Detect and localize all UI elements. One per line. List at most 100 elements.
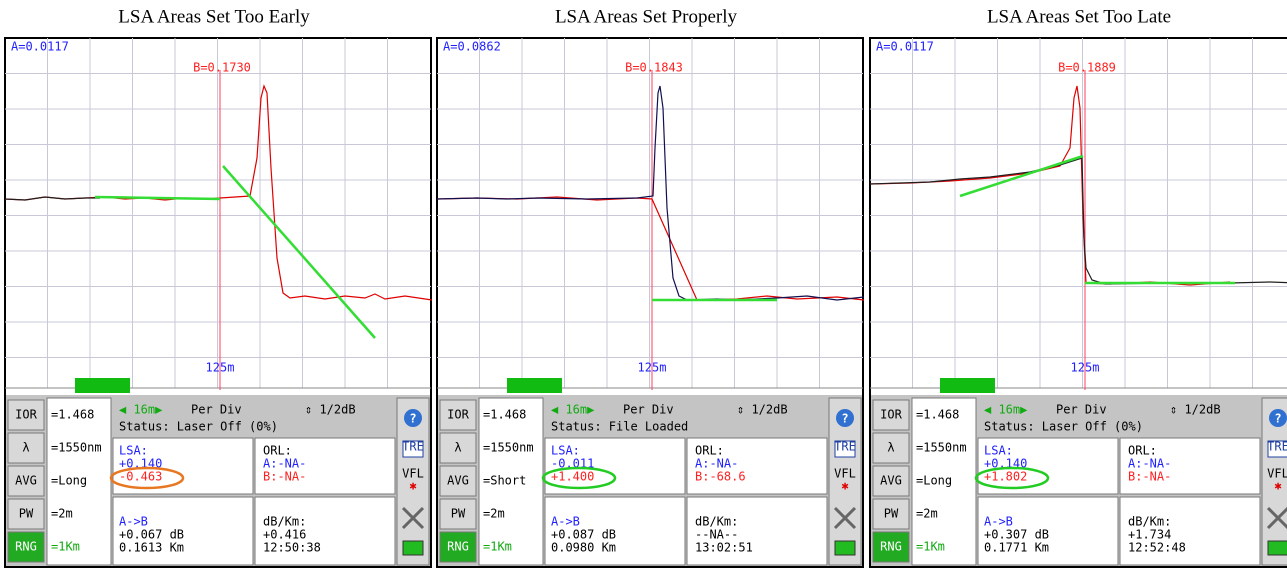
vfl-star: ✱ xyxy=(1274,479,1281,493)
icon-box xyxy=(439,399,477,431)
cursor-a-label: A=0.0117 xyxy=(876,40,934,54)
dbkm-value: --NA-- xyxy=(695,528,738,542)
icon-box xyxy=(872,432,910,464)
distance-marker: 125m xyxy=(638,361,667,375)
help-icon[interactable] xyxy=(1269,409,1287,427)
scale: ⇕ 1/2dB xyxy=(1170,403,1221,417)
lsa-b: -0.463 xyxy=(119,470,162,484)
sidebar-label: PW xyxy=(451,507,466,521)
sidebar-label: IOR xyxy=(15,408,37,422)
ab-distance: 0.0980 Km xyxy=(551,541,616,555)
lsa-label: LSA: xyxy=(119,444,148,458)
per-div: Per Div xyxy=(1056,403,1107,417)
sidebar-label: IOR xyxy=(447,408,469,422)
cursor-b-label: B=0.1889 xyxy=(1058,61,1116,75)
highlight xyxy=(541,466,617,490)
range: ◀ 16m▶ xyxy=(984,403,1028,417)
icon-box xyxy=(872,399,910,431)
scale: ⇕ 1/2dB xyxy=(305,403,356,417)
cursor-b-label: B=0.1730 xyxy=(193,61,251,75)
help-label: ? xyxy=(409,412,416,426)
highlight xyxy=(974,466,1050,490)
sidebar-label: PW xyxy=(19,507,34,521)
dbkm-box xyxy=(1119,496,1261,566)
tools-icon xyxy=(833,506,857,530)
trace-icon xyxy=(402,440,424,458)
lsa-label: LSA: xyxy=(984,444,1013,458)
cursor-a-label: A=0.0862 xyxy=(443,40,501,54)
orl-a: A:-NA- xyxy=(263,457,306,471)
per-div: Per Div xyxy=(623,403,674,417)
lsa-fit-line xyxy=(959,154,1084,198)
orl-label: ORL: xyxy=(695,444,724,458)
lsa-label: LSA: xyxy=(551,444,580,458)
trace-label: TRE xyxy=(834,440,856,454)
clock: 13:02:51 xyxy=(695,541,753,555)
setting-value: =2m xyxy=(916,507,938,521)
distance-marker: 125m xyxy=(206,361,235,375)
dbkm-value: +1.734 xyxy=(1128,528,1171,542)
orl-box xyxy=(254,437,396,495)
orl-label: ORL: xyxy=(1128,444,1157,458)
settings-box xyxy=(46,397,112,566)
orl-a: A:-NA- xyxy=(695,457,738,471)
ab-loss: +0.067 dB xyxy=(119,528,184,542)
ab-label: A->B xyxy=(551,515,580,529)
dbkm-label: dB/Km: xyxy=(1128,515,1171,529)
orl-box xyxy=(686,437,828,495)
help-label: ? xyxy=(1274,412,1281,426)
ab-loss: +0.087 dB xyxy=(551,528,616,542)
orl-b: B:-68.6 xyxy=(695,470,746,484)
otdr-screen: A=0.0117 B=0.1889 125m IOR λ AVG PW RNG =1.468 =1… xyxy=(869,37,1287,568)
vfl-star: ✱ xyxy=(841,479,848,493)
help-icon[interactable] xyxy=(404,409,422,427)
icon-box xyxy=(439,498,477,530)
tools-icon xyxy=(401,506,425,530)
dbkm-box xyxy=(254,496,396,566)
distance-marker: 125m xyxy=(1071,361,1100,375)
icon-box xyxy=(872,465,910,497)
vfl-star: ✱ xyxy=(409,479,416,493)
trace-icon xyxy=(1267,440,1287,458)
panel-title: LSA Areas Set Too Early xyxy=(118,6,310,27)
sidebar-label: AVG xyxy=(447,474,469,488)
help-icon[interactable] xyxy=(836,409,854,427)
setting-value: =1.468 xyxy=(916,408,959,422)
setting-value: =1550nm xyxy=(51,441,102,455)
cursor-a-label: A=0.0117 xyxy=(11,40,69,54)
ab-distance: 0.1613 Km xyxy=(119,541,184,555)
help-label: ? xyxy=(841,412,848,426)
trace-label: TRE xyxy=(402,440,424,454)
sidebar-label: RNG xyxy=(447,540,469,554)
lsa-b: +1.802 xyxy=(984,470,1027,484)
status: Status: Laser Off (0%) xyxy=(119,420,278,434)
sidebar-label: RNG xyxy=(880,540,902,554)
per-div: Per Div xyxy=(191,403,242,417)
battery-icon xyxy=(1267,540,1287,556)
range: ◀ 16m▶ xyxy=(119,403,163,417)
trace xyxy=(436,85,865,301)
lsa-b: +1.400 xyxy=(551,470,594,484)
panel-title: LSA Areas Set Properly xyxy=(555,6,738,27)
dbkm-value: +0.416 xyxy=(263,528,306,542)
highlight xyxy=(109,466,185,490)
sidebar-label: λ xyxy=(454,441,461,455)
icon-box xyxy=(7,432,45,464)
icon-box xyxy=(439,465,477,497)
icon-box xyxy=(872,531,910,563)
cursor-b-label: B=0.1843 xyxy=(625,61,683,75)
trace-label: TRE xyxy=(1267,440,1287,454)
icon-box xyxy=(439,432,477,464)
icon-box xyxy=(872,498,910,530)
sidebar-label: PW xyxy=(884,507,899,521)
battery-icon xyxy=(402,540,424,556)
setting-value: =Long xyxy=(51,474,87,488)
icon-box xyxy=(439,531,477,563)
range: ◀ 16m▶ xyxy=(551,403,595,417)
loss-box xyxy=(544,496,686,566)
clock: 12:52:48 xyxy=(1128,541,1186,555)
panel-title: LSA Areas Set Too Late xyxy=(987,6,1171,27)
ab-label: A->B xyxy=(119,515,148,529)
orl-a: A:-NA- xyxy=(1128,457,1171,471)
